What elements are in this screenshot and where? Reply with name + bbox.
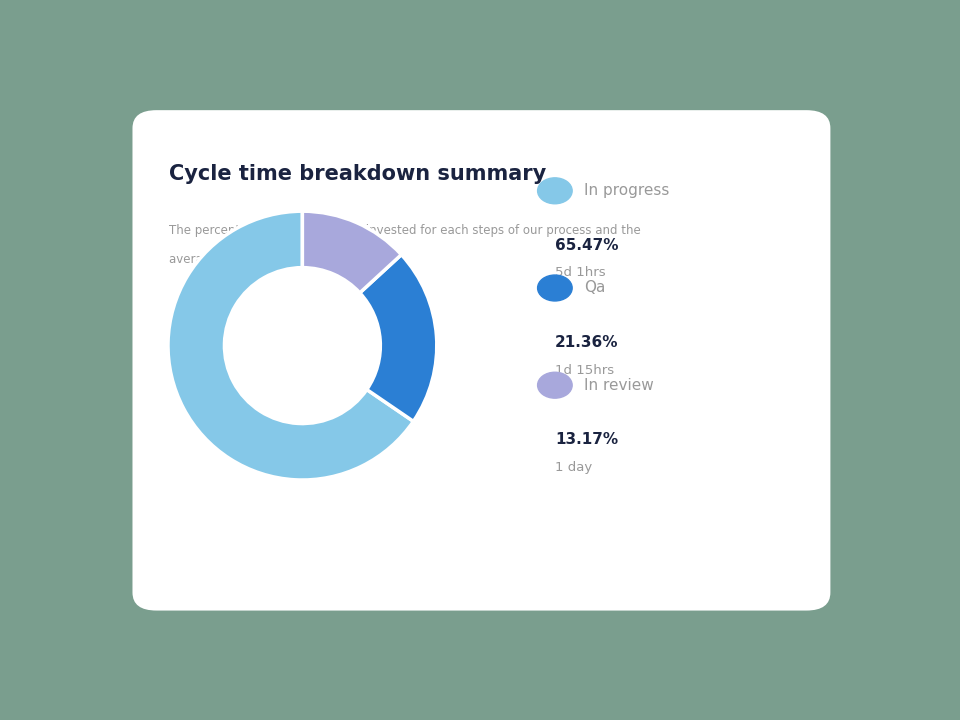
- Text: In review: In review: [584, 378, 654, 392]
- Text: In progress: In progress: [584, 184, 669, 198]
- Text: Qa: Qa: [584, 281, 605, 295]
- Text: The percentage of the total time invested for each steps of our process and the: The percentage of the total time investe…: [169, 224, 640, 237]
- Text: 65.47%: 65.47%: [555, 238, 618, 253]
- Text: 21.36%: 21.36%: [555, 335, 618, 350]
- Wedge shape: [360, 255, 437, 421]
- Text: 1d 15hrs: 1d 15hrs: [555, 364, 614, 377]
- Wedge shape: [168, 211, 414, 480]
- FancyBboxPatch shape: [132, 110, 830, 611]
- Text: 5d 1hrs: 5d 1hrs: [555, 266, 606, 279]
- Text: 1 day: 1 day: [555, 461, 592, 474]
- Text: Cycle time breakdown summary: Cycle time breakdown summary: [169, 164, 546, 184]
- Text: 13.17%: 13.17%: [555, 432, 618, 447]
- Text: average time spent in each of them.: average time spent in each of them.: [169, 253, 385, 266]
- Wedge shape: [302, 211, 401, 293]
